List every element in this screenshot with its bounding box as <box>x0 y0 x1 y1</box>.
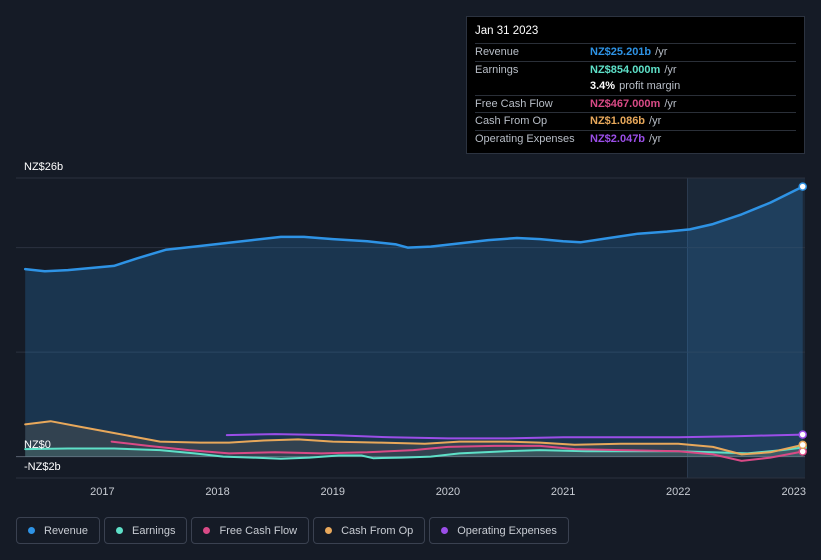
x-tick-label: 2022 <box>666 486 690 498</box>
tooltip-opex-unit: /yr <box>649 132 662 145</box>
tooltip-fcf-unit: /yr <box>664 97 677 110</box>
x-tick-label: 2021 <box>551 486 575 498</box>
tooltip-opex-label: Operating Expenses <box>475 132 575 145</box>
tooltip-margin-text: profit margin <box>619 80 681 93</box>
line-opex <box>225 433 804 440</box>
area-earnings <box>25 447 803 459</box>
x-tick-label: 2017 <box>90 486 114 498</box>
tooltip-revenue-unit: /yr <box>655 46 668 59</box>
legend-dot-icon <box>28 527 35 534</box>
legend-item-operating-expenses[interactable]: Operating Expenses <box>429 517 569 544</box>
tooltip-row-cfo: Cash From Op NZ$1.086b /yr <box>475 112 796 130</box>
line-cfo <box>24 420 804 456</box>
legend-item-cash-from-op[interactable]: Cash From Op <box>313 517 426 544</box>
legend-item-free-cash-flow[interactable]: Free Cash Flow <box>191 517 310 544</box>
tooltip-row-margin: 3.4% profit margin <box>475 78 796 95</box>
legend-dot-icon <box>203 527 211 534</box>
tooltip-cfo-value: NZ$1.086b <box>590 115 646 128</box>
tooltip-earnings-value: NZ$854.000m <box>590 63 661 76</box>
legend-label: Revenue <box>44 524 89 537</box>
tooltip-row-revenue: Revenue NZ$25.201b /yr <box>475 43 796 61</box>
line-fcf <box>110 440 804 462</box>
tooltip: Jan 31 2023 Revenue NZ$25.201b /yr Earni… <box>466 16 805 154</box>
tooltip-margin-value: 3.4% <box>590 80 616 93</box>
x-tick-label: 2018 <box>205 486 229 498</box>
legend-label: Earnings <box>132 524 176 537</box>
area-cfo <box>25 421 803 457</box>
tooltip-cfo-label: Cash From Op <box>475 115 548 128</box>
y-tick-label: NZ$26b <box>24 161 63 173</box>
marker-cfo <box>798 440 807 450</box>
y-tick-label: -NZ$2b <box>24 461 61 473</box>
legend-dot-icon <box>116 527 124 534</box>
legend-label: Cash From Op <box>341 524 414 537</box>
plot-area <box>16 178 805 478</box>
tooltip-earnings-unit: /yr <box>664 63 677 76</box>
tooltip-revenue-value: NZ$25.201b <box>590 46 652 59</box>
marker-opex <box>798 430 807 439</box>
legend-label: Free Cash Flow <box>219 524 298 537</box>
tooltip-opex-value: NZ$2.047b <box>590 132 646 145</box>
x-tick-label: 2023 <box>782 486 806 498</box>
tooltip-row-earnings: Earnings NZ$854.000m /yr <box>475 60 796 79</box>
legend: Revenue Earnings Free Cash Flow Cash Fro… <box>16 517 573 546</box>
marker-revenue <box>798 182 807 191</box>
legend-dot-icon <box>441 527 449 534</box>
tooltip-cfo-unit: /yr <box>649 115 662 128</box>
area-revenue <box>25 186 803 457</box>
tooltip-fcf-label: Free Cash Flow <box>475 97 553 110</box>
x-tick-label: 2019 <box>321 486 345 498</box>
highlight-band <box>687 178 805 478</box>
tooltip-row-fcf: Free Cash Flow NZ$467.000m /yr <box>475 94 796 113</box>
tooltip-date: Jan 31 2023 <box>475 25 539 37</box>
tooltip-fcf-value: NZ$467.000m <box>590 97 661 110</box>
legend-item-revenue[interactable]: Revenue <box>16 517 101 544</box>
x-tick-label: 2020 <box>436 486 460 498</box>
legend-dot-icon <box>325 527 333 534</box>
tooltip-row-opex: Operating Expenses NZ$2.047b /yr <box>475 129 796 148</box>
y-tick-label: NZ$0 <box>24 439 51 451</box>
chart: NZ$26b NZ$0 -NZ$2b 2017 2018 2019 2020 2021 2022… <box>16 161 807 498</box>
legend-item-earnings[interactable]: Earnings <box>104 517 188 544</box>
legend-label: Operating Expenses <box>457 524 557 537</box>
tooltip-revenue-label: Revenue <box>475 46 520 59</box>
line-revenue <box>23 185 804 273</box>
tooltip-earnings-label: Earnings <box>475 63 519 76</box>
